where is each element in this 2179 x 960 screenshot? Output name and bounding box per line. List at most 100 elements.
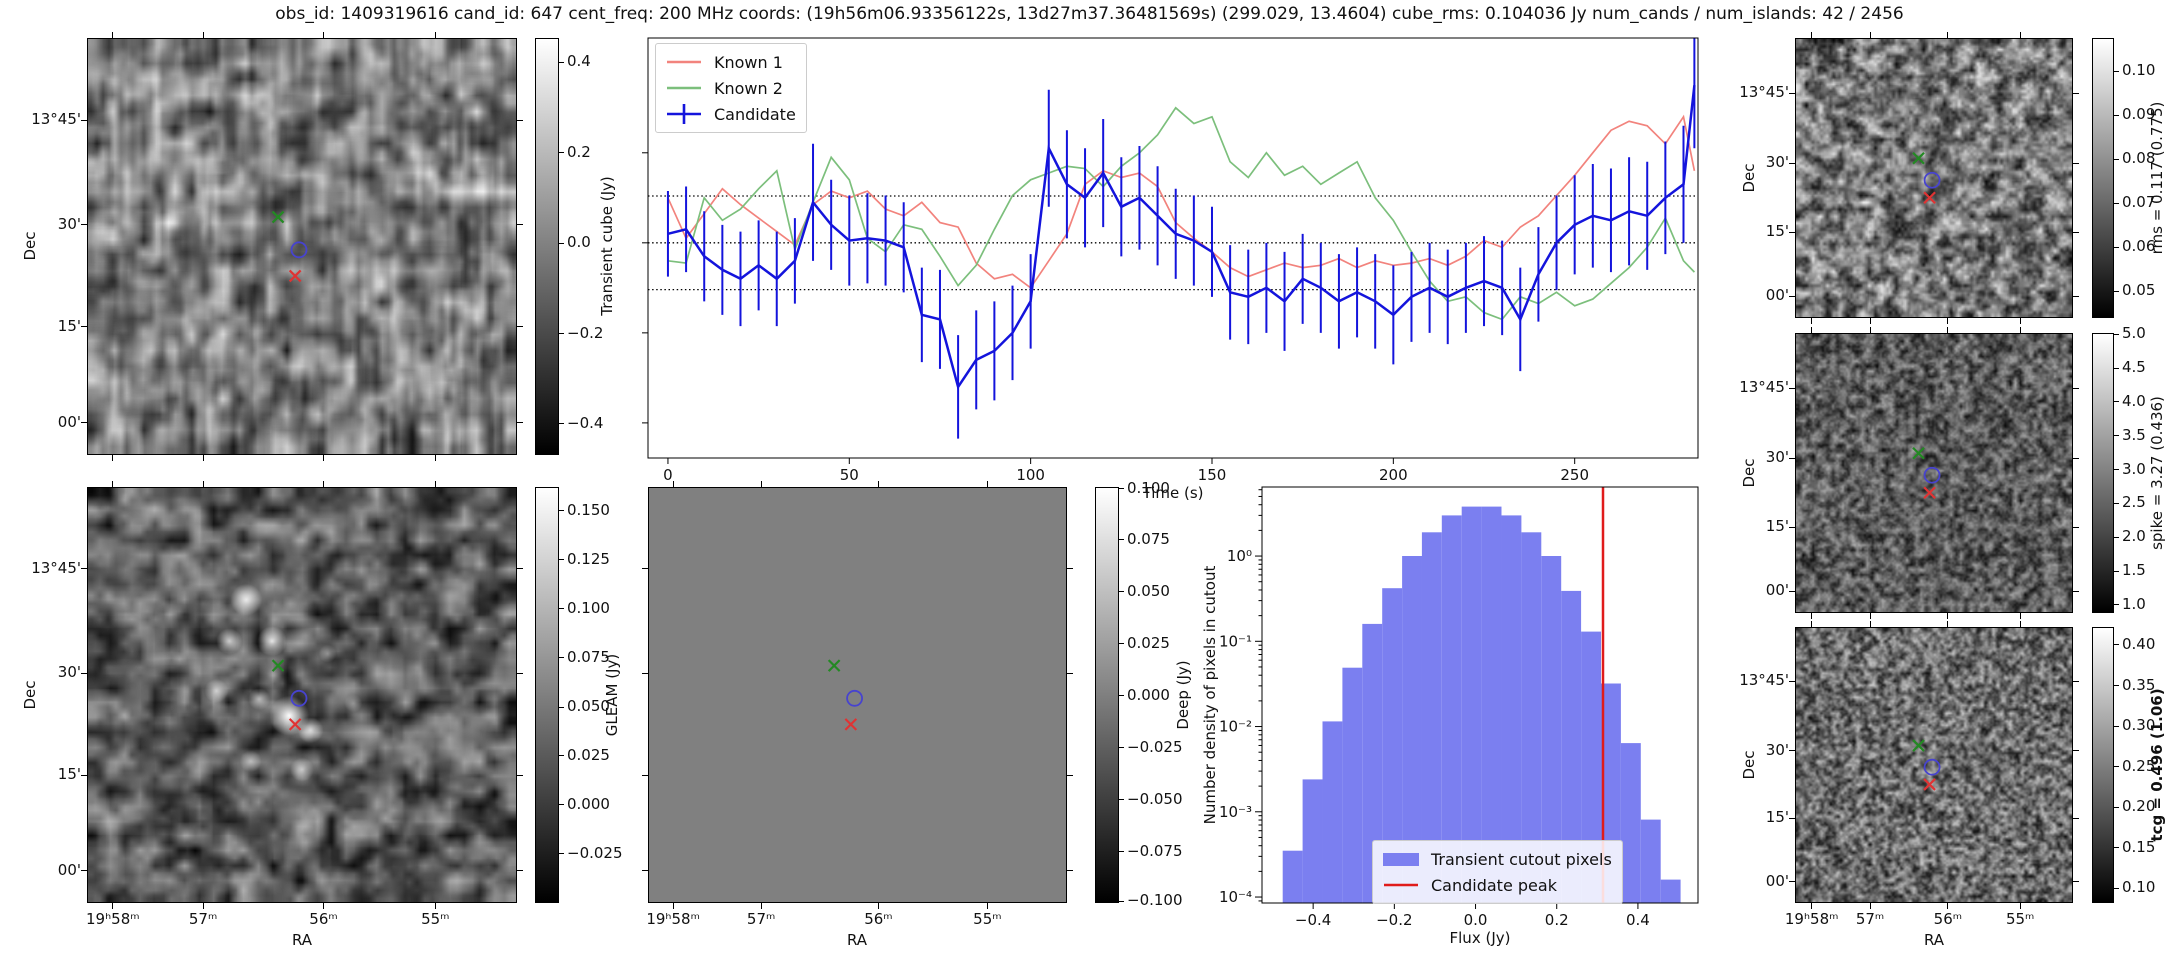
colorbar-tick-label: 0.10	[2122, 61, 2156, 80]
axis-tick	[81, 774, 87, 776]
histogram-bar	[1282, 850, 1303, 903]
axis-tick	[434, 32, 436, 38]
axis-tick	[2019, 327, 2021, 333]
axis-tick	[2073, 162, 2079, 164]
axis-tick	[2019, 613, 2021, 619]
legend-entry-cutout-pixels: Transient cutout pixels	[1383, 846, 1612, 872]
colorbar-tick	[559, 423, 564, 425]
axis-tick	[1789, 590, 1795, 592]
axis-tick	[1789, 457, 1795, 459]
axis-tick	[81, 119, 87, 121]
deep-colorbar-label: Deep (Jy)	[1174, 660, 1192, 730]
colorbar-tick	[559, 853, 564, 855]
colorbar-tick	[2114, 158, 2119, 160]
rms-colorbar	[2092, 38, 2114, 318]
colorbar-tick-label: 0.0	[567, 233, 591, 252]
colorbar-tick-label: 0.15	[2122, 837, 2156, 856]
dec-tick-label: 30'	[57, 214, 81, 233]
axis-tick	[517, 672, 523, 674]
axis-tick	[202, 481, 204, 487]
tcg-image	[1796, 628, 2072, 902]
colorbar-tick	[2114, 435, 2119, 437]
colorbar-tick	[1119, 695, 1124, 697]
dec-tick-label: 30'	[57, 663, 81, 682]
legend-label-known1: Known 1	[714, 52, 783, 72]
tcg-colorbar	[2092, 627, 2114, 903]
colorbar-tick-label: 0.05	[2122, 281, 2156, 300]
ra-tick-label: 57ᵐ	[188, 910, 218, 928]
colorbar-tick	[2114, 847, 2119, 849]
axis-tick	[2073, 881, 2079, 883]
colorbar-tick-label: 0.2	[567, 142, 591, 161]
colorbar-tick-label: 0.050	[1127, 581, 1170, 600]
spike-cutout-panel	[1795, 333, 2073, 613]
ra-tick-label: 19ʰ58ᵐ	[1784, 910, 1839, 928]
known1-line-sample	[667, 60, 701, 64]
axis-tick	[2073, 526, 2079, 528]
ra-tick-label: 19ʰ58ᵐ	[646, 910, 700, 928]
colorbar-tick	[2114, 887, 2119, 889]
colorbar-tick	[559, 608, 564, 610]
axis-tick	[1869, 621, 1871, 627]
colorbar-tick	[559, 559, 564, 561]
x-axis-tick-label: 0.4	[1626, 911, 1650, 929]
axis-tick	[642, 672, 648, 674]
axis-tick	[81, 224, 87, 226]
dec-tick-label: 00'	[1765, 286, 1789, 305]
colorbar-tick-label: −0.100	[1127, 891, 1183, 910]
dec-axis-label: Dec	[21, 680, 39, 710]
histogram-bar	[1561, 590, 1582, 903]
colorbar-tick	[2114, 766, 2119, 768]
dec-tick-label: 30'	[1765, 153, 1789, 172]
colorbar-tick	[2114, 202, 2119, 204]
histogram-data-area	[1282, 487, 1681, 903]
dec-axis-label: Dec	[21, 231, 39, 261]
dec-tick-label: 15'	[57, 765, 81, 784]
colorbar-tick-label: 0.4	[567, 52, 591, 71]
tcg-cutout-panel	[1795, 627, 2073, 903]
axis-tick	[642, 870, 648, 872]
axis-tick	[1789, 526, 1795, 528]
candidate-peak-line-sample	[1384, 883, 1418, 887]
axis-tick	[1869, 318, 1871, 324]
colorbar-tick	[2114, 246, 2119, 248]
x-axis-tick-label: 250	[1560, 466, 1589, 484]
colorbar-tick	[2114, 685, 2119, 686]
histogram-bar	[1342, 667, 1363, 903]
colorbar-tick-label: −0.075	[1127, 841, 1183, 860]
axis-tick	[323, 455, 324, 461]
dec-tick-label: 30'	[1765, 740, 1789, 759]
colorbar-tick-label: −0.2	[567, 323, 604, 342]
axis-tick	[2073, 457, 2079, 459]
axis-tick	[1789, 750, 1795, 752]
colorbar-tick-label: 0.050	[567, 697, 610, 716]
ra-axis-label: RA	[1923, 931, 1945, 949]
legend-label-cutout-pixels: Transient cutout pixels	[1431, 849, 1612, 869]
colorbar-tick-label: 4.5	[2122, 358, 2146, 376]
rms-image	[1796, 39, 2072, 317]
histogram-bar	[1581, 631, 1601, 903]
histogram-ylabel: Number density of pixels in cutout	[1201, 565, 1219, 825]
colorbar-tick-label: 0.000	[1127, 685, 1170, 704]
colorbar-tick-label: 0.09	[2122, 105, 2156, 124]
dec-tick-label: 13°45'	[31, 558, 81, 577]
x-axis-tick-label: −0.4	[1295, 911, 1331, 929]
axis-tick	[642, 774, 648, 776]
legend-entry-known2: Known 2	[666, 75, 796, 101]
colorbar-tick-label: 0.07	[2122, 193, 2156, 212]
colorbar-tick	[2114, 502, 2119, 504]
figure-title: obs_id: 1409319616 cand_id: 647 cent_fre…	[275, 4, 1904, 24]
lightcurve-plot: 0 50 100 150 200 250	[642, 37, 1699, 484]
axis-tick	[877, 903, 879, 909]
axis-tick	[517, 422, 523, 424]
dec-tick-label: 30'	[1765, 448, 1789, 467]
ra-tick-label: 19ʰ58ᵐ	[86, 910, 140, 928]
axis-tick	[323, 32, 324, 38]
dec-tick-label: 00'	[1765, 581, 1789, 600]
transient-image	[88, 39, 516, 454]
dec-tick-label: 15'	[1765, 808, 1789, 827]
axis-tick	[1869, 903, 1871, 909]
axis-tick	[2073, 92, 2079, 94]
axis-tick	[877, 481, 879, 487]
legend-entry-known1: Known 1	[666, 49, 796, 75]
